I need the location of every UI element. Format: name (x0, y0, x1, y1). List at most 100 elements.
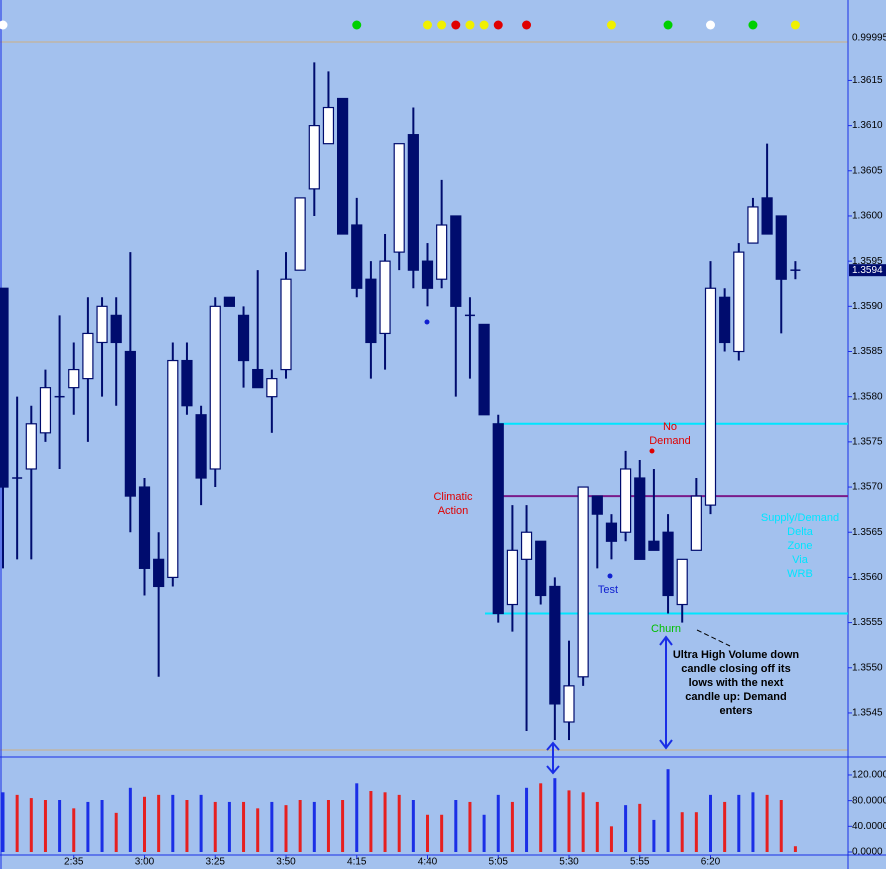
candle-body (337, 97, 349, 235)
annotation: Churn (651, 623, 681, 635)
candle-body (124, 350, 136, 497)
top-label: 0.99995 (852, 33, 886, 44)
signal-dot (706, 20, 715, 30)
candle-body (308, 125, 320, 190)
candle-body (549, 585, 561, 705)
signal-dot (748, 20, 758, 30)
candle-body (690, 495, 702, 551)
volume-bar (199, 794, 203, 852)
volume-bar (709, 794, 712, 852)
candle-body (676, 558, 688, 606)
candle-body (25, 423, 37, 470)
marker-dot (607, 573, 613, 579)
volume-bar (312, 801, 316, 852)
candle-body (138, 486, 151, 569)
arrow-head (546, 741, 560, 775)
candle-body (436, 224, 448, 280)
volume-bar (525, 787, 529, 852)
volume-bar (454, 800, 458, 852)
volume-bar (765, 794, 769, 852)
volume-bar (652, 819, 656, 852)
marker-dot (649, 448, 655, 454)
signal-dot (663, 20, 673, 30)
annotation: Ultra High Volume down (673, 649, 800, 661)
y-tick-label: 1.3600 (852, 211, 883, 222)
y-tick-label: 1.3565 (852, 527, 883, 538)
y-tick-label: 1.3550 (852, 662, 883, 673)
y-tick-label: 1.3555 (852, 617, 883, 628)
volume-bar (411, 800, 415, 852)
candle-body (379, 260, 391, 335)
candle-body (733, 251, 745, 353)
price-box (849, 264, 886, 277)
annotation: lows with the next (689, 677, 784, 689)
volume-bar (680, 812, 684, 852)
signal-dot (493, 20, 503, 30)
volume-bar (510, 801, 514, 852)
y-tick-label: 1.3545 (852, 708, 883, 719)
signal-dot (606, 20, 616, 30)
annotation: Climatic (433, 491, 473, 503)
volume-bar (383, 792, 387, 852)
candle-body (577, 486, 589, 678)
volume-bar (128, 787, 132, 852)
volume-bar (171, 794, 175, 852)
annotation: Demand (649, 435, 691, 447)
x-tick-label: 5:30 (559, 857, 579, 868)
candle-body (110, 314, 122, 344)
volume-bar (58, 800, 62, 852)
y-tick-label: 1.3580 (852, 391, 883, 402)
volume-bar (426, 814, 429, 852)
annotation: Action (438, 505, 469, 517)
x-tick-label: 4:40 (418, 857, 438, 868)
volume-bar (298, 800, 302, 852)
volume-bar (779, 800, 783, 852)
candle-body (82, 332, 94, 380)
volume-bar (100, 800, 104, 852)
signal-dot (522, 20, 532, 30)
volume-bar (29, 798, 33, 852)
volume-bar (1, 792, 5, 852)
volume-bar (256, 808, 260, 852)
signal-dot (0, 20, 8, 30)
candle-body (223, 296, 235, 307)
volume-bar (185, 800, 189, 852)
annotation: Zone (787, 540, 812, 552)
candle-body (662, 531, 674, 597)
candle-body (266, 378, 278, 398)
candle-body (252, 368, 264, 389)
candle-body (39, 387, 52, 434)
y-tick-label: 120.0000 (852, 770, 886, 781)
annotation: candle closing off its (681, 663, 790, 675)
price-label: 1.3594 (852, 265, 883, 276)
x-tick-label: 3:25 (206, 857, 226, 868)
volume-bar (242, 801, 246, 852)
candle-body (237, 314, 250, 362)
volume-bar (553, 778, 557, 852)
y-tick-label: 1.3590 (852, 301, 883, 312)
volume-bar (15, 794, 19, 852)
candle-body (195, 414, 207, 479)
candle-body (761, 197, 773, 235)
annotation: WRB (787, 568, 813, 580)
volume-bar (793, 846, 797, 852)
y-tick-label: 1.3595 (852, 256, 883, 267)
volume-bar (270, 801, 274, 852)
arrows (424, 319, 731, 775)
candle-body (209, 305, 221, 470)
signal-dot (451, 20, 461, 30)
volume-bar (609, 826, 613, 852)
volume-bar (157, 794, 161, 852)
annotation: No (663, 421, 677, 433)
candle-body (351, 224, 363, 289)
volume-bar (539, 783, 543, 852)
y-tick-label: 0.0000 (852, 847, 883, 858)
x-tick-label: 3:50 (276, 857, 296, 868)
x-tick-label: 2:35 (64, 857, 84, 868)
signal-dot (479, 20, 489, 30)
volume-bar (482, 814, 486, 852)
annotation: Via (792, 554, 809, 566)
annotation: Supply/Demand (761, 512, 839, 524)
candle-body (719, 296, 731, 344)
y-tick-label: 1.3585 (852, 346, 883, 357)
